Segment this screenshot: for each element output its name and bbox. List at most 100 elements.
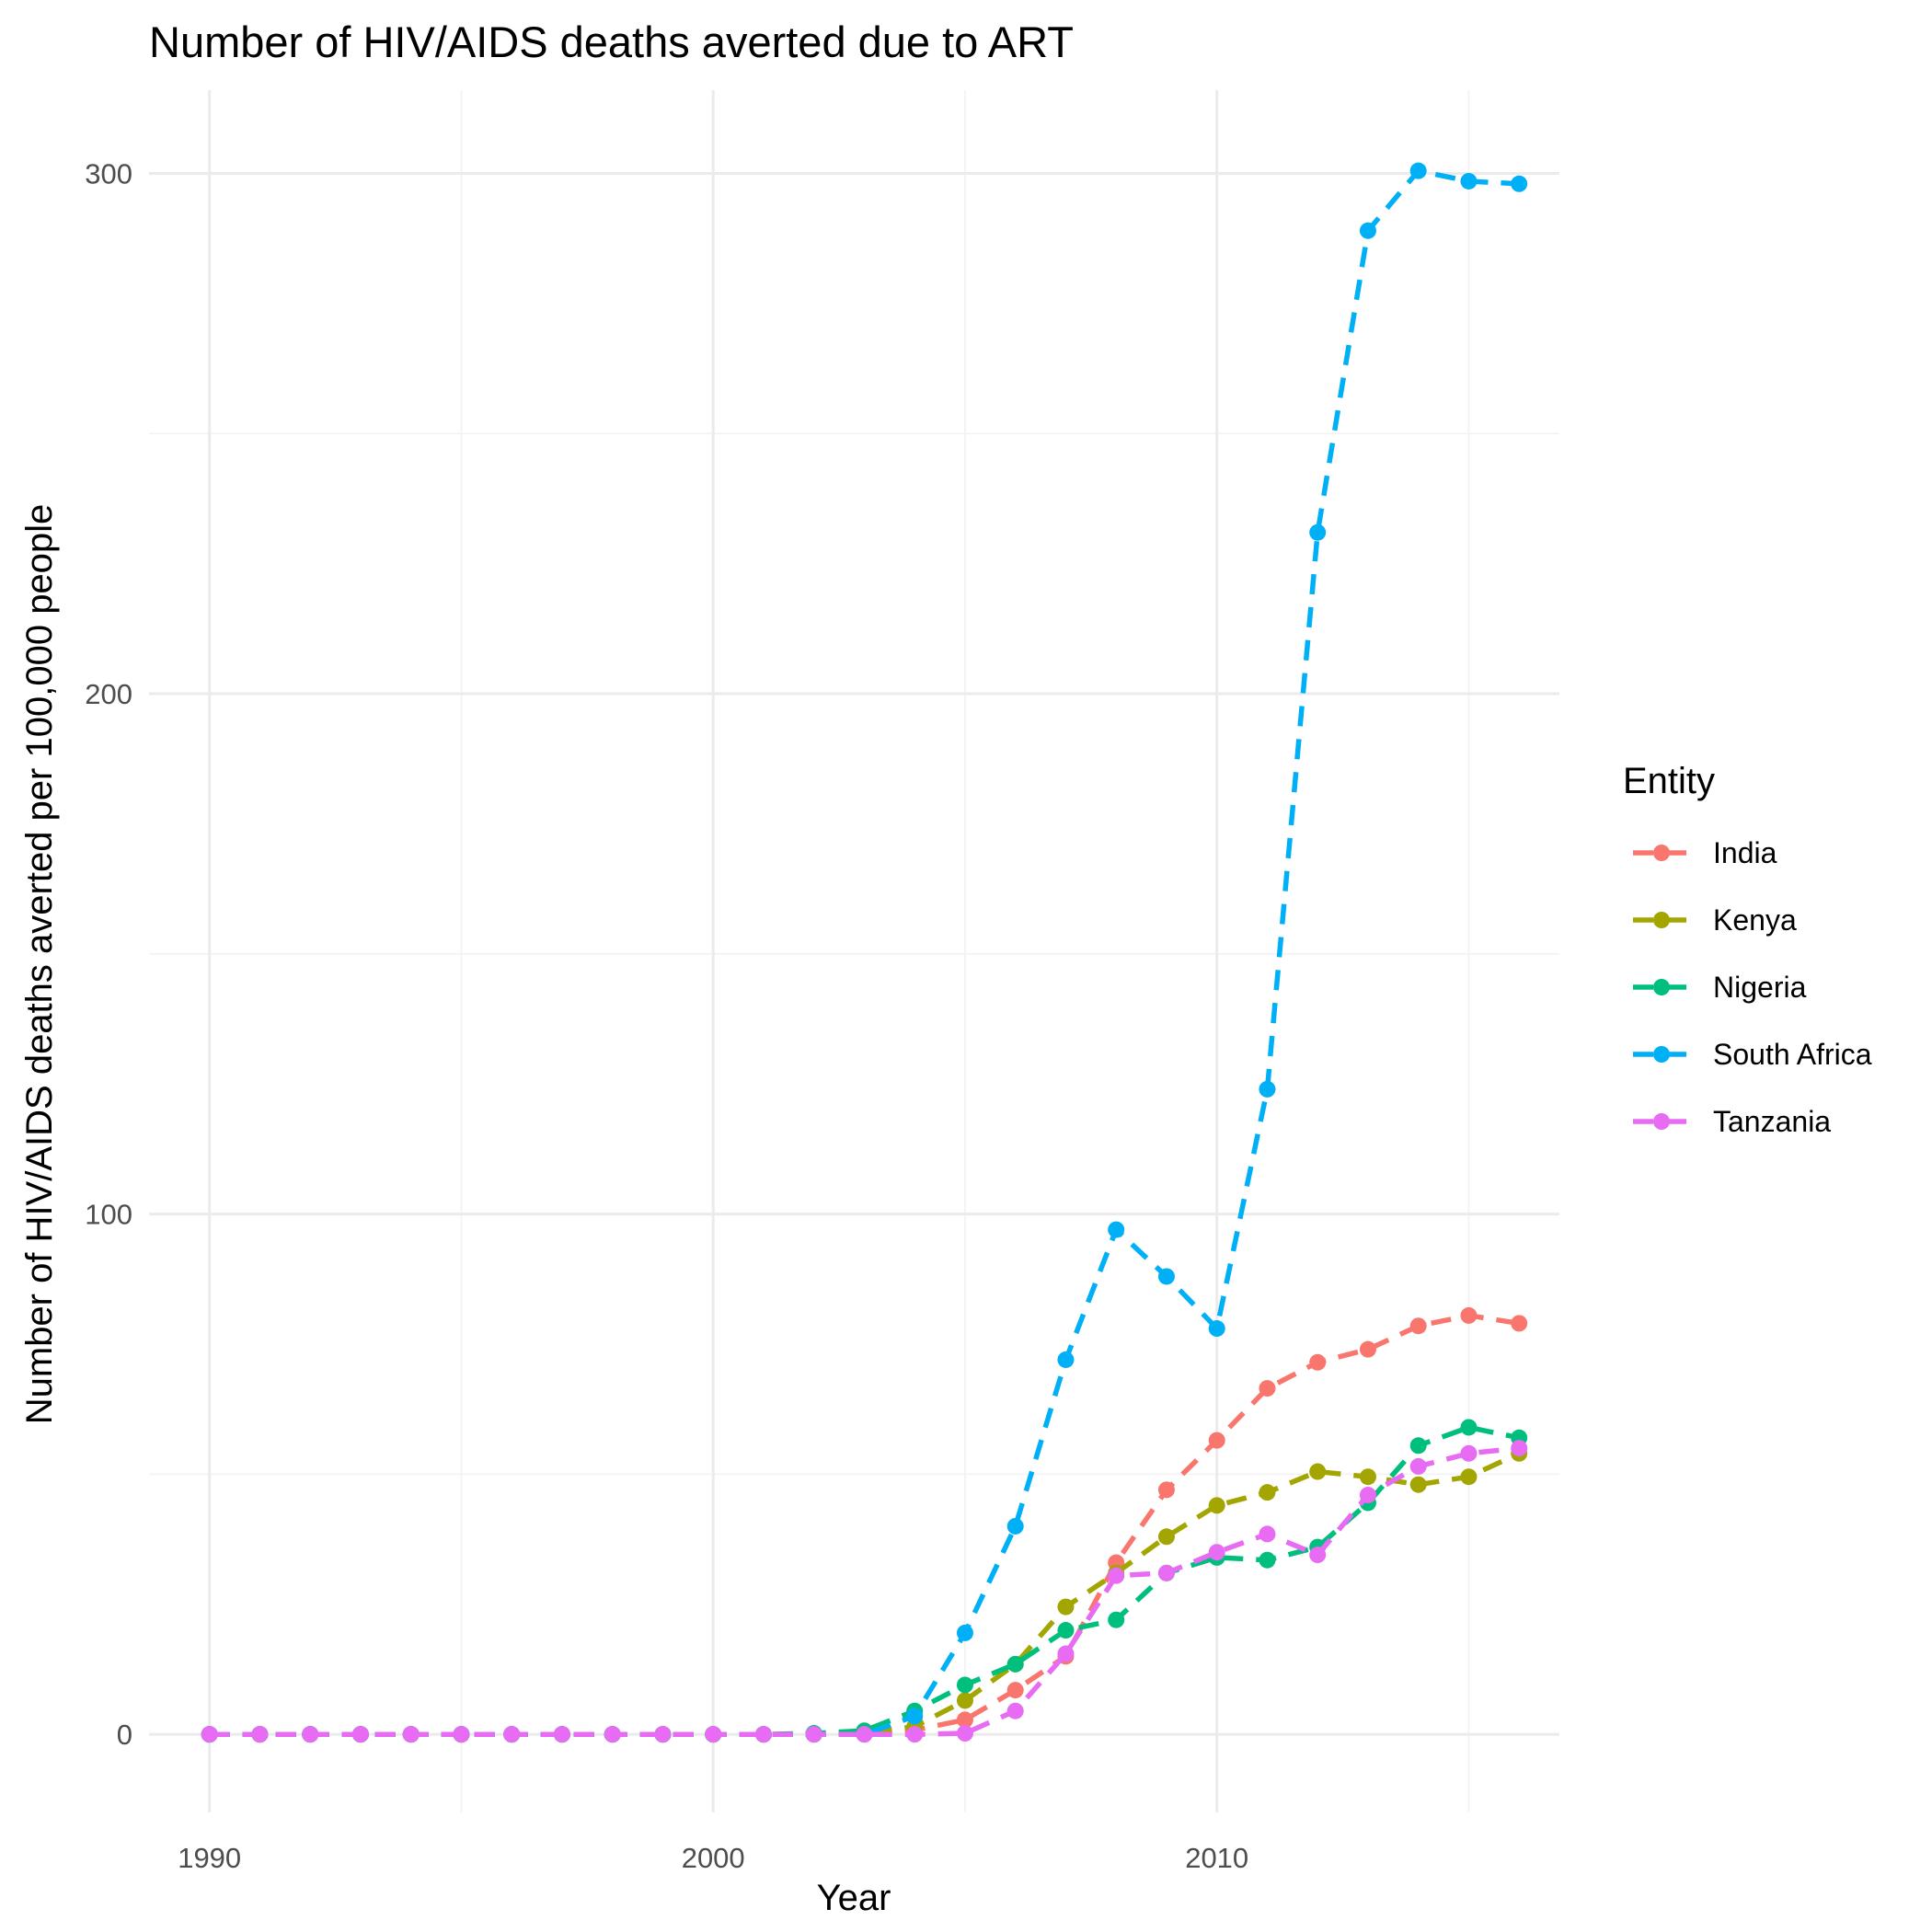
legend-key-tanzania: Tanzania bbox=[1633, 1105, 1831, 1138]
data-point-south-africa bbox=[1108, 1221, 1125, 1238]
data-point-tanzania bbox=[503, 1726, 521, 1743]
data-point-tanzania bbox=[604, 1726, 621, 1743]
data-point-tanzania bbox=[1057, 1645, 1075, 1662]
chart-title: Number of HIV/AIDS deaths averted due to… bbox=[149, 17, 1074, 66]
y-tick-label: 0 bbox=[117, 1719, 132, 1751]
data-point-tanzania bbox=[1259, 1525, 1276, 1543]
data-point-nigeria bbox=[1460, 1419, 1478, 1436]
data-point-tanzania bbox=[1309, 1547, 1327, 1564]
data-point-tanzania bbox=[956, 1725, 973, 1742]
data-point-south-africa bbox=[906, 1708, 924, 1725]
data-point-nigeria bbox=[956, 1676, 973, 1694]
data-point-south-africa bbox=[1057, 1351, 1075, 1368]
data-point-india bbox=[956, 1711, 973, 1729]
legend: Entity India Kenya Nigeria South Africa Tanz… bbox=[1623, 761, 1872, 1138]
data-point-kenya bbox=[1359, 1468, 1376, 1486]
data-point-tanzania bbox=[302, 1726, 319, 1743]
legend-key-kenya: Kenya bbox=[1633, 903, 1797, 937]
series-line-india bbox=[209, 1313, 1520, 1737]
legend-label-india: India bbox=[1713, 836, 1777, 869]
data-point-kenya bbox=[1460, 1468, 1478, 1486]
legend-point-nigeria bbox=[1653, 979, 1670, 995]
data-point-tanzania bbox=[553, 1726, 570, 1743]
data-point-tanzania bbox=[1208, 1544, 1225, 1561]
x-tick-label: 1990 bbox=[178, 1842, 241, 1874]
data-point-kenya bbox=[1309, 1463, 1327, 1480]
data-point-tanzania bbox=[1157, 1564, 1175, 1581]
data-point-tanzania bbox=[906, 1726, 924, 1743]
legend-point-kenya bbox=[1653, 912, 1670, 928]
data-point-tanzania bbox=[453, 1726, 470, 1743]
tick-labels: 0 100 200 300 1990 2000 2010 bbox=[85, 157, 1248, 1874]
data-point-tanzania bbox=[1460, 1444, 1478, 1462]
y-tick-label: 300 bbox=[85, 157, 132, 190]
data-point-nigeria bbox=[1409, 1437, 1427, 1455]
data-point-india bbox=[1309, 1353, 1327, 1371]
legend-label-tanzania: Tanzania bbox=[1713, 1105, 1831, 1138]
series-line-kenya bbox=[209, 1451, 1521, 1737]
data-point-tanzania bbox=[705, 1726, 722, 1743]
legend-title: Entity bbox=[1623, 761, 1715, 801]
legend-key-south-africa: South Africa bbox=[1633, 1038, 1872, 1071]
y-axis-title: Number of HIV/AIDS deaths averted per 10… bbox=[19, 504, 60, 1425]
data-point-tanzania bbox=[754, 1726, 772, 1743]
data-point-kenya bbox=[1208, 1497, 1225, 1514]
data-point-tanzania bbox=[1108, 1567, 1125, 1584]
data-point-nigeria bbox=[1259, 1551, 1276, 1569]
data-point-india bbox=[1511, 1315, 1528, 1332]
x-axis-title: Year bbox=[817, 1878, 891, 1918]
data-point-nigeria bbox=[1108, 1611, 1125, 1628]
data-point-tanzania bbox=[856, 1726, 873, 1743]
data-point-india bbox=[1208, 1432, 1225, 1449]
legend-point-south-africa bbox=[1653, 1046, 1670, 1063]
x-tick-label: 2000 bbox=[682, 1842, 745, 1874]
data-point-kenya bbox=[1259, 1484, 1276, 1501]
legend-key-nigeria: Nigeria bbox=[1633, 971, 1807, 1004]
data-point-tanzania bbox=[1409, 1457, 1427, 1475]
data-point-tanzania bbox=[1006, 1702, 1024, 1719]
data-point-kenya bbox=[956, 1692, 973, 1709]
data-point-south-africa bbox=[1006, 1517, 1024, 1535]
data-point-tanzania bbox=[1359, 1487, 1376, 1504]
legend-label-south-africa: South Africa bbox=[1713, 1038, 1872, 1071]
data-point-south-africa bbox=[1460, 172, 1478, 190]
series-india bbox=[201, 1306, 1528, 1743]
data-point-tanzania bbox=[251, 1726, 269, 1743]
data-point-tanzania bbox=[402, 1726, 420, 1743]
data-point-south-africa bbox=[1359, 222, 1376, 239]
data-point-india bbox=[1259, 1380, 1276, 1397]
legend-label-nigeria: Nigeria bbox=[1713, 971, 1807, 1004]
data-point-india bbox=[1157, 1481, 1175, 1499]
legend-label-kenya: Kenya bbox=[1713, 903, 1797, 937]
data-point-south-africa bbox=[1511, 175, 1528, 192]
legend-point-india bbox=[1653, 845, 1670, 861]
y-tick-label: 200 bbox=[85, 678, 132, 710]
data-point-nigeria bbox=[1057, 1622, 1075, 1639]
data-point-south-africa bbox=[1409, 162, 1427, 179]
y-tick-label: 100 bbox=[85, 1199, 132, 1231]
data-point-india bbox=[1359, 1340, 1376, 1358]
data-point-tanzania bbox=[201, 1726, 218, 1743]
data-point-tanzania bbox=[654, 1726, 672, 1743]
data-point-kenya bbox=[1157, 1528, 1175, 1546]
data-point-south-africa bbox=[1309, 523, 1327, 541]
data-point-tanzania bbox=[1511, 1440, 1528, 1457]
legend-key-india: India bbox=[1633, 836, 1777, 869]
series-group bbox=[201, 162, 1528, 1743]
data-point-kenya bbox=[1057, 1598, 1075, 1616]
data-point-south-africa bbox=[1208, 1320, 1225, 1338]
data-point-south-africa bbox=[1157, 1268, 1175, 1285]
x-tick-label: 2010 bbox=[1185, 1842, 1248, 1874]
series-kenya bbox=[201, 1444, 1528, 1743]
data-point-south-africa bbox=[1259, 1080, 1276, 1098]
series-line-tanzania bbox=[209, 1445, 1520, 1737]
grid bbox=[149, 90, 1559, 1812]
series-tanzania bbox=[201, 1440, 1528, 1743]
data-point-tanzania bbox=[805, 1726, 822, 1743]
data-point-tanzania bbox=[351, 1726, 369, 1743]
data-point-india bbox=[1460, 1306, 1478, 1324]
data-point-south-africa bbox=[956, 1624, 973, 1641]
legend-point-tanzania bbox=[1653, 1113, 1670, 1130]
data-point-kenya bbox=[1409, 1476, 1427, 1493]
